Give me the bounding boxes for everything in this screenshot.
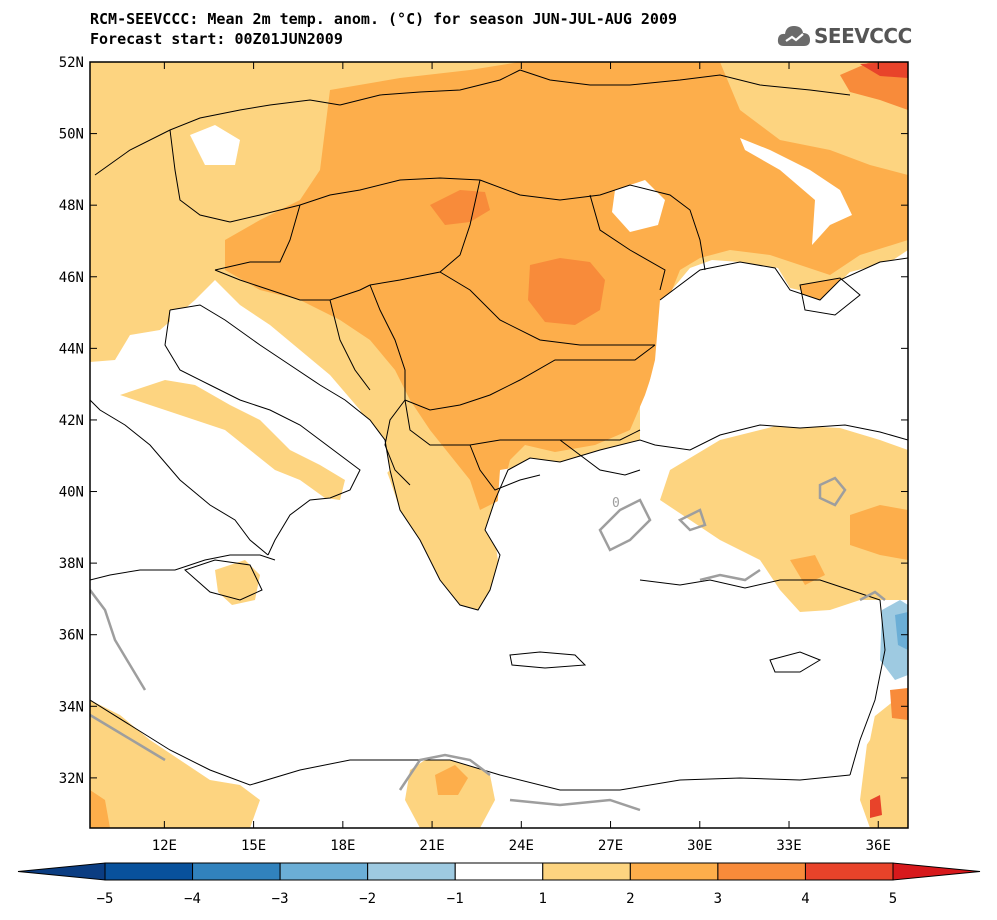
lon-tick-label: 15E [241, 838, 266, 854]
lat-tick-label: 52N [59, 55, 84, 71]
lat-tick-label: 44N [59, 341, 84, 357]
lat-tick-label: 42N [59, 413, 84, 429]
lon-tick-label: 24E [509, 838, 534, 854]
colorbar: −5 −4 −3 −2 −1 1 2 3 4 5 [17, 862, 981, 907]
colorbar-label: 2 [626, 891, 634, 907]
lon-tick-label: 12E [152, 838, 177, 854]
lat-tick-label: 50N [59, 127, 84, 143]
chart-title: RCM-SEEVCCC: Mean 2m temp. anom. (°C) fo… [90, 10, 677, 28]
colorbar-segment [104, 862, 194, 881]
lon-tick-label: 27E [598, 838, 623, 854]
anomaly-2-3-libya [435, 765, 468, 795]
tyrrhenian-sea [90, 425, 275, 580]
colorbar-label: −3 [272, 891, 289, 907]
logo: SEEVCCC [776, 18, 916, 58]
lat-tick-label: 32N [59, 771, 84, 787]
map-frame [89, 61, 909, 829]
colorbar-high-arrow [892, 862, 981, 881]
anomaly-1-2-africa-west [90, 700, 260, 828]
adriatic-sea [170, 305, 390, 480]
country-borders [94, 69, 851, 491]
colorbar-label: −5 [97, 891, 114, 907]
contour-label: 0 [612, 496, 620, 511]
colorbar-segment [629, 862, 719, 881]
anomaly-1-2-sicily [215, 560, 260, 605]
colorbar-segment [279, 862, 369, 881]
colorbar-segment [717, 862, 806, 881]
aegean-sea [495, 465, 660, 625]
colorbar-label: −4 [184, 891, 201, 907]
anomaly-3-4-israel [890, 688, 908, 720]
colorbar-label: 4 [801, 891, 809, 907]
colorbar-label: −2 [359, 891, 376, 907]
lat-tick-label: 34N [59, 699, 84, 715]
mediterranean-sea [90, 510, 880, 790]
gap-moldova [612, 180, 665, 232]
anomaly-2-3-turkey-south [790, 555, 825, 585]
lat-tick-label: 48N [59, 198, 84, 214]
lon-tick-label: 36E [866, 838, 891, 854]
colorbar-label: 3 [714, 891, 722, 907]
anomaly-4-5-levant [870, 795, 882, 818]
colorbar-segment [542, 862, 631, 881]
zero-contours [90, 476, 886, 812]
gap-ukraine-river [740, 138, 852, 245]
anomaly-3-4-romania [528, 258, 605, 325]
anomaly-neg-levant-core [895, 612, 908, 650]
colorbar-label: 5 [889, 891, 897, 907]
anomaly-1-2-italy [120, 380, 345, 500]
colorbar-label: 1 [539, 891, 547, 907]
colorbar-segment [804, 862, 894, 881]
lon-tick-label: 30E [687, 838, 712, 854]
anomaly-3-4-hungary [430, 190, 490, 225]
lat-tick-label: 46N [59, 270, 84, 286]
lon-tick-label: 33E [776, 838, 801, 854]
lat-tick-label: 40N [59, 485, 84, 501]
lat-tick-label: 38N [59, 556, 84, 572]
colorbar-segment [367, 862, 456, 881]
cloud-icon [777, 26, 810, 46]
axis-ticks: 52N 50N 48N 46N 44N 42N 40N 38N 36N 34N 32N 12E 15E 1… [59, 55, 908, 854]
colorbar-segment [454, 862, 544, 881]
lon-tick-label: 18E [330, 838, 355, 854]
logo-text: SEEVCCC [814, 24, 912, 48]
forecast-start: Forecast start: 00Z01JUN2009 [90, 30, 343, 48]
lat-tick-label: 36N [59, 628, 84, 644]
colorbar-label: −1 [447, 891, 464, 907]
anomaly-2-3-libya-west [90, 790, 110, 828]
anomaly-1-2-turkey [660, 425, 908, 612]
anomaly-2-3-turkey [850, 505, 908, 560]
anomaly-4-5-ukraine [860, 62, 908, 78]
colorbar-segment [192, 862, 281, 881]
black-sea [645, 258, 908, 450]
gap-czech [190, 125, 240, 165]
colorbar-low-arrow [17, 862, 106, 881]
lon-tick-label: 21E [419, 838, 444, 854]
